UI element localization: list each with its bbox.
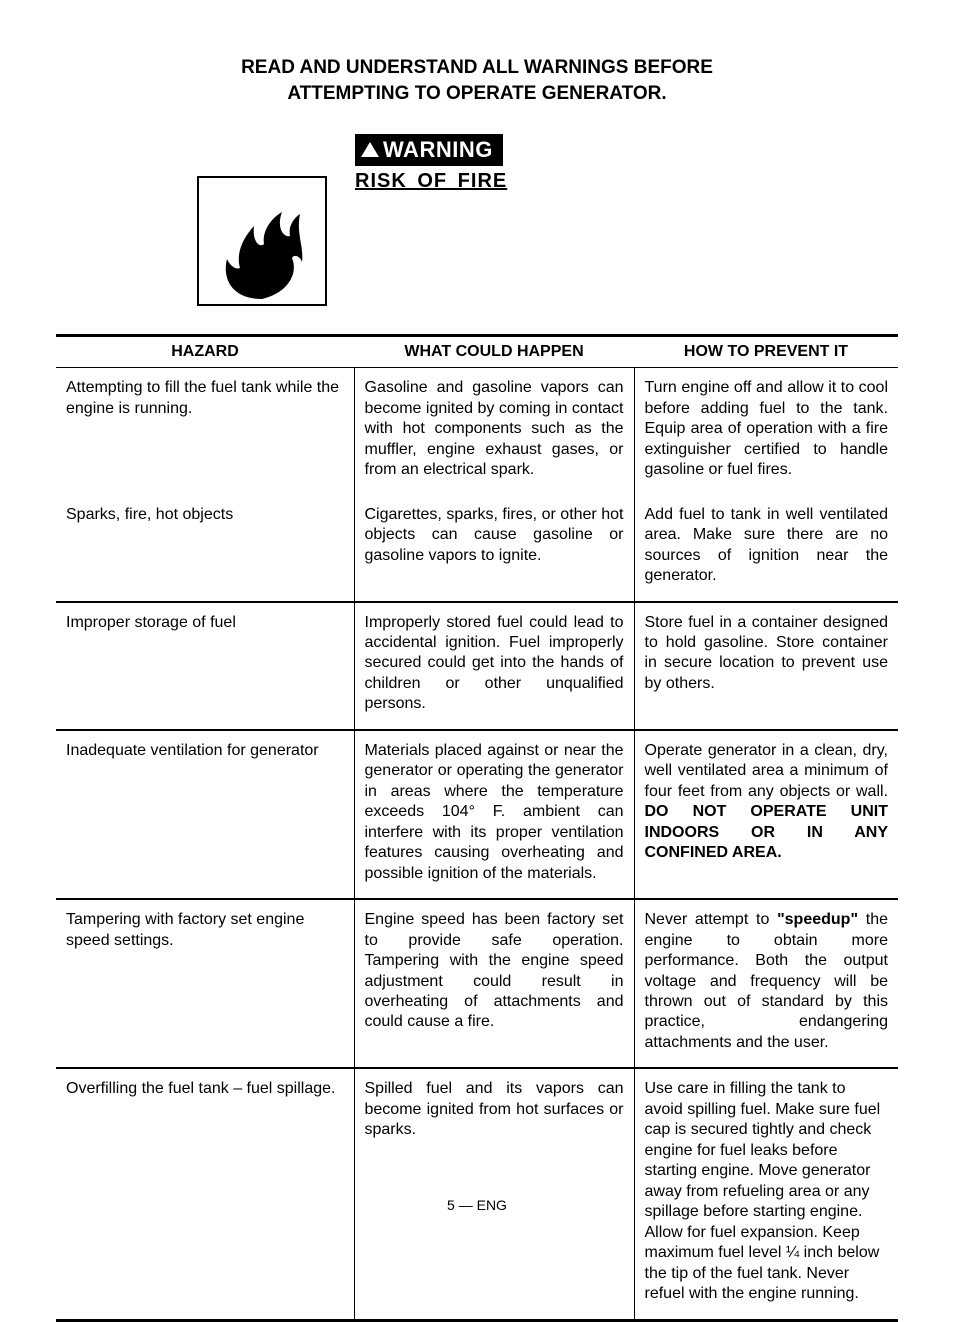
cell-prevent: Turn engine off and allow it to cool bef…	[634, 368, 898, 495]
warning-text-group: WARNING RISK OF FIRE	[355, 134, 507, 193]
cell-hazard: Attempting to fill the fuel tank while t…	[56, 368, 354, 495]
cell-prevent: Operate generator in a clean, dry, well …	[634, 730, 898, 899]
cell-prevent: Store fuel in a container designed to ho…	[634, 602, 898, 730]
cell-what: Engine speed has been factory set to pro…	[354, 899, 634, 1068]
hazard-table: HAZARD WHAT COULD HAPPEN HOW TO PREVENT …	[56, 334, 898, 1321]
warning-triangle-icon	[361, 142, 379, 157]
cell-hazard: Improper storage of fuel	[56, 602, 354, 730]
cell-prevent: Use care in filling the tank to avoid sp…	[634, 1068, 898, 1320]
cell-what: Materials placed against or near the gen…	[354, 730, 634, 899]
warning-badge-text: WARNING	[383, 137, 493, 163]
table-header-row: HAZARD WHAT COULD HAPPEN HOW TO PREVENT …	[56, 336, 898, 368]
warning-block: WARNING RISK OF FIRE	[197, 134, 757, 306]
page-footer: 5 — ENG	[0, 1197, 954, 1213]
cell-prevent: Add fuel to tank in well ventilated area…	[634, 495, 898, 602]
table-row: Attempting to fill the fuel tank while t…	[56, 368, 898, 495]
cell-what: Gasoline and gasoline vapors can become …	[354, 368, 634, 495]
cell-prevent-pre: Never attempt to	[645, 911, 778, 928]
cell-prevent-pre: Operate generator in a clean, dry, well …	[645, 742, 889, 800]
table-row: Sparks, fire, hot objects Cigarettes, sp…	[56, 495, 898, 602]
risk-title: RISK OF FIRE	[355, 170, 507, 193]
cell-hazard: Inadequate ventilation for generator	[56, 730, 354, 899]
cell-hazard: Sparks, fire, hot objects	[56, 495, 354, 602]
warning-badge: WARNING	[355, 134, 503, 166]
cell-prevent-bold: DO NOT OPERATE UNIT INDOORS OR IN ANY CO…	[645, 803, 889, 861]
table-row: Improper storage of fuel Improperly stor…	[56, 602, 898, 730]
fire-icon	[212, 204, 312, 304]
cell-prevent-post: the engine to obtain more performance. B…	[645, 911, 889, 1051]
cell-what: Spilled fuel and its vapors can become i…	[354, 1068, 634, 1320]
col-header-what: WHAT COULD HAPPEN	[354, 336, 634, 368]
cell-hazard: Tampering with factory set engine speed …	[56, 899, 354, 1068]
table-row: Tampering with factory set engine speed …	[56, 899, 898, 1068]
col-header-prevent: HOW TO PREVENT IT	[634, 336, 898, 368]
cell-what: Cigarettes, sparks, fires, or other hot …	[354, 495, 634, 602]
title-line-1: READ AND UNDERSTAND ALL WARNINGS BEFORE	[241, 57, 713, 78]
cell-prevent: Never attempt to "speedup" the engine to…	[634, 899, 898, 1068]
page-title: READ AND UNDERSTAND ALL WARNINGS BEFORE …	[56, 55, 898, 106]
col-header-hazard: HAZARD	[56, 336, 354, 368]
table-row: Overfilling the fuel tank – fuel spillag…	[56, 1068, 898, 1320]
fire-icon-box	[197, 176, 327, 306]
cell-prevent-bold: "speedup"	[777, 911, 858, 928]
cell-what: Improperly stored fuel could lead to acc…	[354, 602, 634, 730]
cell-hazard: Overfilling the fuel tank – fuel spillag…	[56, 1068, 354, 1320]
table-row: Inadequate ventilation for generator Mat…	[56, 730, 898, 899]
title-line-2: ATTEMPTING TO OPERATE GENERATOR.	[287, 83, 666, 104]
